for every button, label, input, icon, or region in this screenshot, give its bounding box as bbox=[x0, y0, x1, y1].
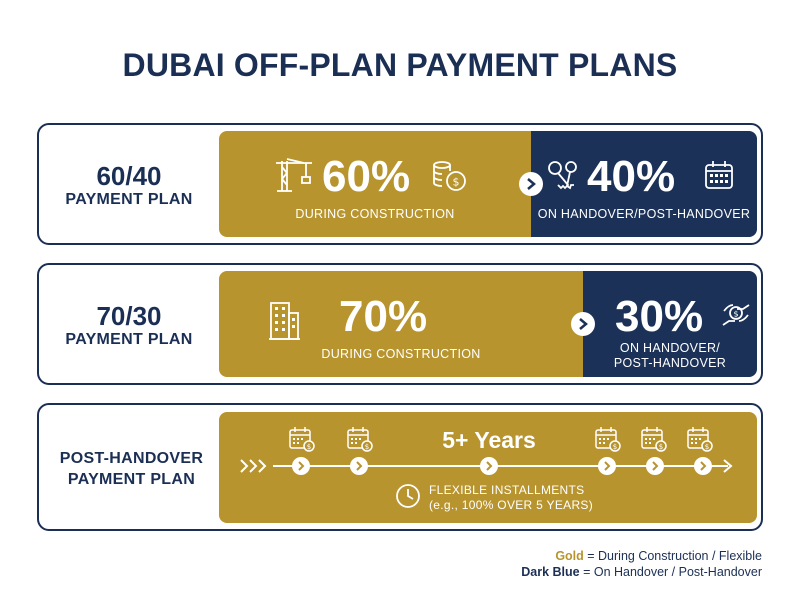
percent-70: 70% bbox=[339, 292, 428, 341]
plan-card-60-40: 60/40 PAYMENT PLAN 60% $ DURING CONSTRUC… bbox=[37, 123, 763, 245]
calendar-icon bbox=[705, 161, 733, 189]
timeline-dot bbox=[480, 457, 498, 475]
construction-caption: DURING CONSTRUCTION bbox=[295, 207, 455, 221]
chevron-right-icon bbox=[571, 312, 595, 336]
plan-title-line1: POST-HANDOVER bbox=[59, 450, 204, 467]
percent-40: 40% bbox=[587, 152, 676, 201]
legend-gold-word: Gold bbox=[555, 549, 584, 563]
plan-label: 70/30 PAYMENT PLAN bbox=[39, 302, 219, 350]
svg-text:$: $ bbox=[613, 443, 617, 451]
calendar-coin-icon: $ bbox=[347, 427, 373, 452]
flexible-line2: (e.g., 100% OVER 5 YEARS) bbox=[429, 498, 594, 512]
construction-segment: 70% DURING CONSTRUCTION bbox=[219, 271, 583, 377]
handover-segment: 30% $ ON HANDOVER/ POST-HANDOVER bbox=[583, 271, 757, 377]
svg-text:$: $ bbox=[453, 176, 460, 189]
post-handover-segment: $ $ $ $ $ 5+ Years FLEXIBLE INSTALLMENTS… bbox=[219, 412, 757, 523]
handover-caption-line1: ON HANDOVER/ bbox=[619, 341, 721, 355]
legend-gold: Gold = During Construction / Flexible bbox=[521, 548, 762, 564]
timeline-dot bbox=[292, 457, 310, 475]
svg-text:$: $ bbox=[733, 310, 738, 319]
handover-caption: ON HANDOVER/POST-HANDOVER bbox=[537, 207, 751, 221]
timeline-dot bbox=[646, 457, 664, 475]
duration-label: 5+ Years bbox=[442, 427, 536, 453]
plan-ratio: 70/30 bbox=[96, 301, 162, 331]
plan-label: 60/40 PAYMENT PLAN bbox=[39, 162, 219, 210]
plan-label: POST-HANDOVER PAYMENT PLAN bbox=[39, 448, 224, 490]
legend-navy-text: = On Handover / Post-Handover bbox=[579, 565, 762, 579]
plan-subtitle: PAYMENT PLAN bbox=[65, 331, 193, 348]
hand-coin-icon: $ bbox=[722, 304, 750, 326]
calendar-coin-icon: $ bbox=[687, 427, 713, 452]
flexible-line1: FLEXIBLE INSTALLMENTS bbox=[429, 483, 585, 497]
chevron-right-icon bbox=[519, 172, 543, 196]
plan-title-line2: PAYMENT PLAN bbox=[67, 471, 196, 488]
plan-ratio: 60/40 bbox=[96, 161, 162, 191]
handover-caption-line2: POST-HANDOVER bbox=[613, 356, 727, 370]
coins-icon: $ bbox=[433, 161, 466, 191]
timeline-dot bbox=[694, 457, 712, 475]
handover-segment: 40% ON HANDOVER/POST-HANDOVER bbox=[531, 131, 757, 237]
construction-segment: 60% $ DURING CONSTRUCTION bbox=[219, 131, 531, 237]
plan-card-post-handover: POST-HANDOVER PAYMENT PLAN $ $ bbox=[37, 403, 763, 531]
svg-text:$: $ bbox=[659, 443, 663, 451]
crane-icon bbox=[276, 158, 312, 192]
plan-subtitle: PAYMENT PLAN bbox=[65, 191, 193, 208]
timeline-dot bbox=[350, 457, 368, 475]
calendar-coin-icon: $ bbox=[595, 427, 621, 452]
arrow-head-icon bbox=[723, 459, 733, 473]
clock-icon bbox=[396, 484, 420, 508]
legend-gold-text: = During Construction / Flexible bbox=[583, 549, 762, 563]
fast-forward-icon bbox=[240, 459, 267, 473]
timeline-dot bbox=[598, 457, 616, 475]
svg-text:$: $ bbox=[705, 443, 709, 451]
calendar-coin-icon: $ bbox=[641, 427, 667, 452]
timeline-line bbox=[273, 465, 728, 467]
svg-text:$: $ bbox=[307, 443, 311, 451]
building-icon bbox=[269, 302, 300, 340]
construction-caption: DURING CONSTRUCTION bbox=[321, 347, 481, 361]
legend-navy: Dark Blue = On Handover / Post-Handover bbox=[521, 564, 762, 580]
legend: Gold = During Construction / Flexible Da… bbox=[521, 548, 762, 580]
plan-card-70-30: 70/30 PAYMENT PLAN 70% DURING CONSTRUCTI… bbox=[37, 263, 763, 385]
percent-60: 60% bbox=[322, 152, 411, 201]
calendar-coin-icon: $ bbox=[289, 427, 315, 452]
percent-30: 30% bbox=[615, 292, 704, 341]
legend-navy-word: Dark Blue bbox=[521, 565, 580, 579]
keys-icon bbox=[548, 161, 577, 190]
page-title: DUBAI OFF-PLAN PAYMENT PLANS bbox=[122, 47, 678, 83]
svg-text:$: $ bbox=[365, 443, 369, 451]
